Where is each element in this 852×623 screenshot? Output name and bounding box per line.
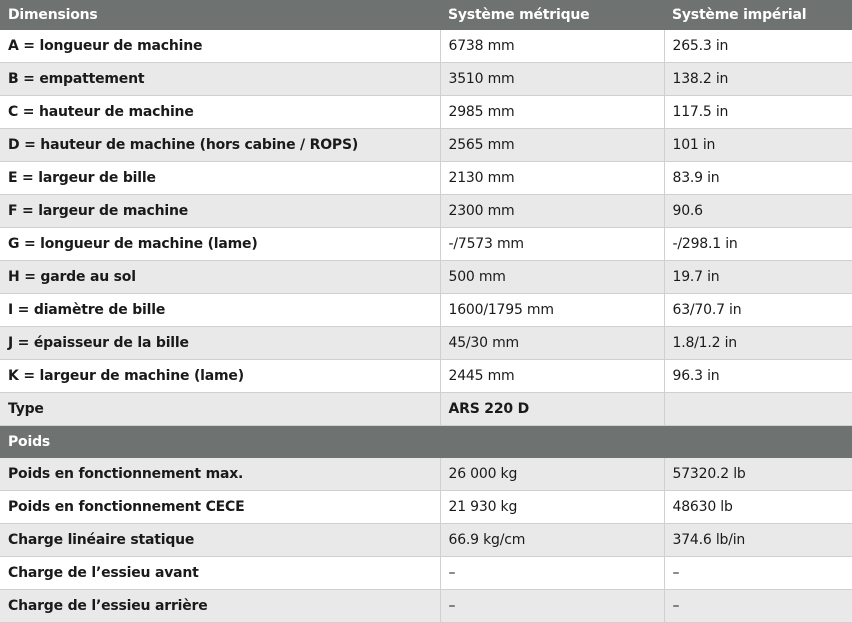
imperial-value: 96.3 in bbox=[663, 359, 852, 393]
metric-value: 3510 mm bbox=[439, 62, 664, 96]
header-imperial: Système impérial bbox=[664, 0, 852, 30]
row-label: G = longueur de machine (lame) bbox=[0, 227, 440, 261]
row-label: Poids en fonctionnement CECE bbox=[0, 490, 440, 524]
table-row: A = longueur de machine 6738 mm 265.3 in bbox=[0, 30, 852, 63]
table-row: Charge linéaire statique 66.9 kg/cm 374.6 … bbox=[0, 523, 852, 557]
table-row: Charge de l’essieu avant – – bbox=[0, 556, 852, 590]
metric-value: -/7573 mm bbox=[439, 227, 664, 261]
imperial-value: 1.8/1.2 in bbox=[663, 326, 852, 360]
table-row: B = empattement 3510 mm 138.2 in bbox=[0, 62, 852, 96]
metric-value: 2300 mm bbox=[439, 194, 664, 228]
table-row: J = épaisseur de la bille 45/30 mm 1.8/1.2… bbox=[0, 326, 852, 360]
imperial-value: -/298.1 in bbox=[663, 227, 852, 261]
table-row: Poids en fonctionnement CECE 21 930 kg 486… bbox=[0, 490, 852, 524]
imperial-value: 101 in bbox=[663, 128, 852, 162]
table-row: Charge de l’essieu arrière – – bbox=[0, 589, 852, 623]
table-row: F = largeur de machine 2300 mm 90.6 bbox=[0, 194, 852, 228]
table-row: H = garde au sol 500 mm 19.7 in bbox=[0, 260, 852, 294]
metric-value: 1600/1795 mm bbox=[439, 293, 664, 327]
imperial-value: 138.2 in bbox=[663, 62, 852, 96]
table-row: K = largeur de machine (lame) 2445 mm 96.3… bbox=[0, 359, 852, 393]
metric-value: – bbox=[439, 556, 664, 590]
metric-value: – bbox=[439, 589, 664, 623]
metric-value: 6738 mm bbox=[439, 30, 664, 63]
row-label: D = hauteur de machine (hors cabine / RO… bbox=[0, 128, 440, 162]
metric-value: 26 000 kg bbox=[439, 458, 664, 491]
row-label: E = largeur de bille bbox=[0, 161, 440, 195]
row-label: Charge de l’essieu arrière bbox=[0, 589, 440, 623]
metric-value: 2130 mm bbox=[439, 161, 664, 195]
row-label: Type bbox=[0, 392, 440, 426]
imperial-value: 90.6 bbox=[663, 194, 852, 228]
metric-value: 66.9 kg/cm bbox=[439, 523, 664, 557]
imperial-value: 265.3 in bbox=[663, 30, 852, 63]
table-row: Type ARS 220 D bbox=[0, 392, 852, 426]
row-label: C = hauteur de machine bbox=[0, 95, 440, 129]
imperial-value: 57320.2 lb bbox=[663, 458, 852, 491]
table-row: I = diamètre de bille 1600/1795 mm 63/70.7… bbox=[0, 293, 852, 327]
imperial-value: 374.6 lb/in bbox=[663, 523, 852, 557]
imperial-value: 117.5 in bbox=[663, 95, 852, 129]
table-row: D = hauteur de machine (hors cabine / RO… bbox=[0, 128, 852, 162]
row-label: A = longueur de machine bbox=[0, 30, 440, 63]
imperial-value: – bbox=[663, 556, 852, 590]
table-row: E = largeur de bille 2130 mm 83.9 in bbox=[0, 161, 852, 195]
table-row: Poids en fonctionnement max. 26 000 kg 573… bbox=[0, 458, 852, 491]
table-row: G = longueur de machine (lame) -/7573 mm -… bbox=[0, 227, 852, 261]
row-label: J = épaisseur de la bille bbox=[0, 326, 440, 360]
row-label: Poids en fonctionnement max. bbox=[0, 458, 440, 491]
header-metric: Système métrique bbox=[440, 0, 664, 30]
metric-value: 500 mm bbox=[439, 260, 664, 294]
row-label: I = diamètre de bille bbox=[0, 293, 440, 327]
metric-value: 2985 mm bbox=[439, 95, 664, 129]
imperial-value: 19.7 in bbox=[663, 260, 852, 294]
metric-value: 45/30 mm bbox=[439, 326, 664, 360]
metric-value: 2445 mm bbox=[439, 359, 664, 393]
metric-value: 21 930 kg bbox=[439, 490, 664, 524]
row-label: Charge de l’essieu avant bbox=[0, 556, 440, 590]
row-label: B = empattement bbox=[0, 62, 440, 96]
imperial-value: 63/70.7 in bbox=[663, 293, 852, 327]
section-header-weight: Poids bbox=[0, 425, 852, 458]
metric-value: 2565 mm bbox=[439, 128, 664, 162]
row-label: F = largeur de machine bbox=[0, 194, 440, 228]
row-label: H = garde au sol bbox=[0, 260, 440, 294]
imperial-value: – bbox=[663, 589, 852, 623]
table-header: Dimensions Système métrique Système impé… bbox=[0, 0, 852, 30]
imperial-value: 48630 lb bbox=[663, 490, 852, 524]
imperial-value bbox=[663, 392, 852, 426]
table-row: C = hauteur de machine 2985 mm 117.5 in bbox=[0, 95, 852, 129]
imperial-value: 83.9 in bbox=[663, 161, 852, 195]
row-label: Charge linéaire statique bbox=[0, 523, 440, 557]
row-label: K = largeur de machine (lame) bbox=[0, 359, 440, 393]
metric-value: ARS 220 D bbox=[439, 392, 664, 426]
header-dimensions: Dimensions bbox=[0, 0, 440, 30]
section-title: Poids bbox=[0, 425, 852, 458]
